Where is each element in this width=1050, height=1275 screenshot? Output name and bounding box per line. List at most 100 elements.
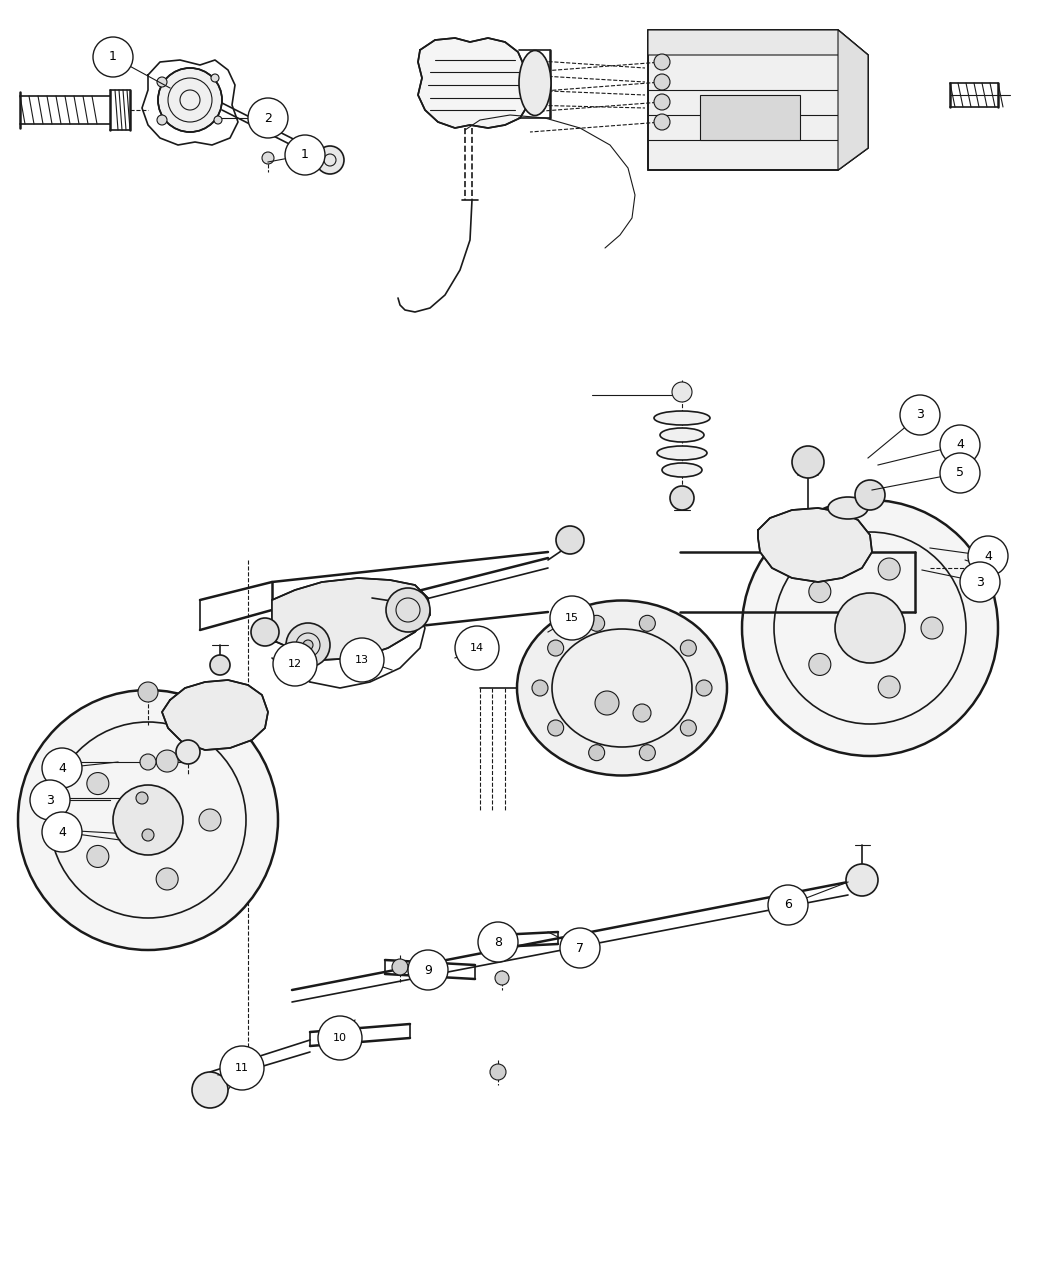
Ellipse shape xyxy=(660,428,704,442)
Ellipse shape xyxy=(662,463,702,477)
Text: 1: 1 xyxy=(301,148,309,162)
Circle shape xyxy=(285,135,326,175)
Circle shape xyxy=(680,720,696,736)
Circle shape xyxy=(158,115,167,125)
Circle shape xyxy=(835,593,905,663)
Circle shape xyxy=(156,750,178,773)
Circle shape xyxy=(286,623,330,667)
Text: 2: 2 xyxy=(264,111,272,125)
Circle shape xyxy=(138,682,158,703)
Circle shape xyxy=(93,37,133,76)
Circle shape xyxy=(846,864,878,896)
Circle shape xyxy=(654,54,670,70)
Circle shape xyxy=(211,74,219,82)
Text: 9: 9 xyxy=(424,964,432,977)
Polygon shape xyxy=(758,507,872,581)
Circle shape xyxy=(42,812,82,852)
Text: 4: 4 xyxy=(58,825,66,839)
Text: 13: 13 xyxy=(355,655,369,666)
Text: 4: 4 xyxy=(58,761,66,774)
Circle shape xyxy=(490,1065,506,1080)
Ellipse shape xyxy=(654,411,710,425)
Circle shape xyxy=(556,527,584,555)
Polygon shape xyxy=(272,578,430,660)
Circle shape xyxy=(251,618,279,646)
Circle shape xyxy=(478,922,518,963)
Text: 15: 15 xyxy=(565,613,579,623)
Circle shape xyxy=(18,690,278,950)
Circle shape xyxy=(768,885,808,924)
Circle shape xyxy=(140,754,156,770)
Circle shape xyxy=(455,626,499,669)
Text: 4: 4 xyxy=(984,550,992,562)
Text: 14: 14 xyxy=(470,643,484,653)
Circle shape xyxy=(672,382,692,402)
Circle shape xyxy=(548,720,564,736)
Circle shape xyxy=(158,68,222,133)
Circle shape xyxy=(262,152,274,164)
Circle shape xyxy=(589,745,605,761)
Circle shape xyxy=(589,616,605,631)
Circle shape xyxy=(560,928,600,968)
Circle shape xyxy=(386,588,430,632)
Ellipse shape xyxy=(657,446,707,460)
Circle shape xyxy=(156,868,178,890)
Circle shape xyxy=(192,1072,228,1108)
Circle shape xyxy=(639,616,655,631)
Circle shape xyxy=(792,446,824,478)
Circle shape xyxy=(960,562,1000,602)
Circle shape xyxy=(639,745,655,761)
Text: 5: 5 xyxy=(956,467,964,479)
Polygon shape xyxy=(648,31,868,170)
Circle shape xyxy=(340,638,384,682)
Circle shape xyxy=(808,580,831,603)
Text: 10: 10 xyxy=(333,1033,347,1043)
Text: 6: 6 xyxy=(784,899,792,912)
Circle shape xyxy=(900,395,940,435)
Circle shape xyxy=(220,1046,264,1090)
Circle shape xyxy=(742,500,997,756)
Circle shape xyxy=(921,617,943,639)
Circle shape xyxy=(654,74,670,91)
Circle shape xyxy=(548,640,564,657)
Circle shape xyxy=(495,972,509,986)
Circle shape xyxy=(940,425,980,465)
Polygon shape xyxy=(648,31,868,55)
Circle shape xyxy=(200,810,220,831)
Circle shape xyxy=(550,595,594,640)
Circle shape xyxy=(968,536,1008,576)
Circle shape xyxy=(595,691,619,715)
Polygon shape xyxy=(700,96,800,140)
Text: 7: 7 xyxy=(576,941,584,955)
Circle shape xyxy=(158,76,167,87)
Circle shape xyxy=(273,643,317,686)
Ellipse shape xyxy=(828,497,868,519)
Circle shape xyxy=(654,94,670,110)
Circle shape xyxy=(136,792,148,805)
Circle shape xyxy=(87,845,109,867)
Circle shape xyxy=(670,486,694,510)
Circle shape xyxy=(940,453,980,493)
Circle shape xyxy=(210,655,230,674)
Circle shape xyxy=(680,640,696,657)
Circle shape xyxy=(808,654,831,676)
Ellipse shape xyxy=(519,51,551,116)
Polygon shape xyxy=(162,680,268,750)
Circle shape xyxy=(878,558,900,580)
Polygon shape xyxy=(418,38,528,128)
Text: 3: 3 xyxy=(916,408,924,422)
Circle shape xyxy=(633,704,651,722)
Circle shape xyxy=(532,680,548,696)
Text: 3: 3 xyxy=(46,793,54,807)
Circle shape xyxy=(392,959,408,975)
Circle shape xyxy=(654,113,670,130)
Circle shape xyxy=(176,740,200,764)
Circle shape xyxy=(248,98,288,138)
Circle shape xyxy=(42,748,82,788)
Circle shape xyxy=(696,680,712,696)
Text: 3: 3 xyxy=(976,575,984,589)
Polygon shape xyxy=(838,31,868,170)
Circle shape xyxy=(30,780,70,820)
Circle shape xyxy=(316,147,344,173)
Circle shape xyxy=(142,829,154,842)
